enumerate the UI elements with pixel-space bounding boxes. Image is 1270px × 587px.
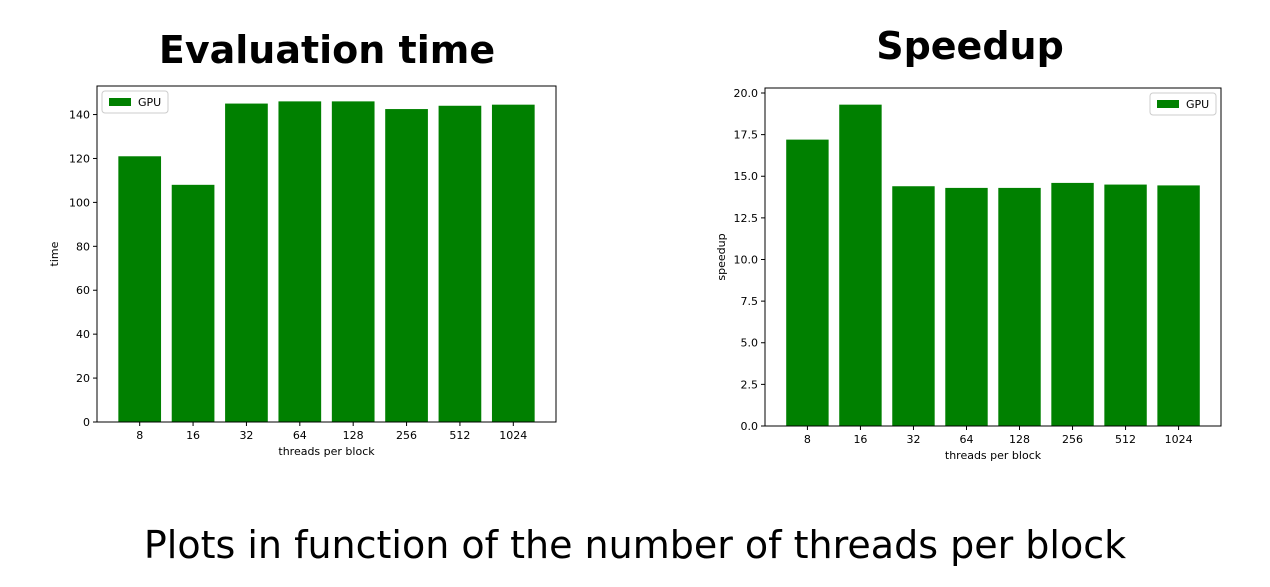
y-tick-label-speedup-3: 7.5: [741, 295, 759, 308]
bar-time-32: [225, 103, 268, 422]
legend-swatch-time: [109, 98, 131, 106]
y-tick-label-time-0: 0: [83, 416, 90, 429]
x-tick-label-time-64: 64: [293, 429, 307, 442]
x-tick-label-time-1024: 1024: [499, 429, 527, 442]
y-tick-label-speedup-6: 15.0: [734, 170, 759, 183]
y-tick-label-time-7: 140: [69, 109, 90, 122]
y-axis-label-speedup: speedup: [715, 233, 728, 280]
x-tick-label-speedup-512: 512: [1115, 433, 1136, 446]
y-tick-label-speedup-1: 2.5: [741, 378, 759, 391]
bar-time-1024: [491, 104, 535, 423]
x-tick-label-time-512: 512: [449, 429, 470, 442]
y-tick-label-time-1: 20: [76, 372, 90, 385]
y-tick-label-speedup-5: 12.5: [734, 212, 759, 225]
bar-time-256: [385, 109, 428, 422]
y-tick-label-time-5: 100: [69, 196, 90, 209]
chart-title-speedup: Speedup: [876, 24, 1064, 68]
bar-speedup-16: [839, 104, 882, 427]
y-tick-label-speedup-4: 10.0: [734, 253, 759, 266]
axes-frame-speedup: [764, 87, 1222, 427]
bar-time-16: [171, 184, 215, 422]
x-tick-label-speedup-256: 256: [1062, 433, 1083, 446]
x-tick-label-speedup-16: 16: [853, 433, 867, 446]
x-tick-label-speedup-8: 8: [804, 433, 811, 446]
y-tick-label-time-3: 60: [76, 284, 90, 297]
bar-time-512: [438, 105, 482, 422]
bar-speedup-32: [892, 186, 935, 426]
bar-speedup-128: [998, 187, 1041, 426]
y-tick-label-time-2: 40: [76, 328, 90, 341]
x-axis-label-time: threads per block: [278, 445, 375, 458]
bar-time-8: [118, 156, 162, 422]
legend-label-speedup: GPU: [1186, 98, 1209, 111]
legend-box-time: [101, 90, 169, 114]
y-tick-label-speedup-7: 17.5: [734, 129, 759, 142]
x-tick-label-time-128: 128: [343, 429, 364, 442]
bar-speedup-64: [945, 187, 988, 426]
y-axis-label-time: time: [48, 241, 61, 266]
x-tick-label-speedup-32: 32: [906, 433, 920, 446]
y-tick-label-speedup-0: 0.0: [741, 420, 759, 433]
x-tick-label-speedup-1024: 1024: [1165, 433, 1193, 446]
legend-label-time: GPU: [138, 96, 161, 109]
legend-swatch-speedup: [1157, 100, 1179, 108]
x-tick-label-speedup-64: 64: [959, 433, 973, 446]
figure-caption: Plots in function of the number of threa…: [143, 523, 1127, 567]
legend-box-speedup: [1149, 92, 1217, 116]
x-axis-label-speedup: threads per block: [945, 449, 1042, 462]
x-tick-label-time-16: 16: [186, 429, 200, 442]
y-tick-label-time-6: 120: [69, 152, 90, 165]
bar-speedup-1024: [1157, 185, 1200, 426]
x-tick-label-time-32: 32: [239, 429, 253, 442]
bar-time-128: [331, 101, 375, 422]
y-tick-label-speedup-2: 5.0: [741, 337, 759, 350]
y-tick-label-time-4: 80: [76, 240, 90, 253]
bar-speedup-256: [1051, 182, 1094, 426]
x-tick-label-time-256: 256: [396, 429, 417, 442]
bar-speedup-8: [786, 139, 829, 426]
bar-speedup-512: [1104, 184, 1147, 426]
axes-frame-time: [96, 85, 557, 423]
bar-time-64: [278, 101, 322, 422]
x-tick-label-speedup-128: 128: [1009, 433, 1030, 446]
chart-title-evaluation-time: Evaluation time: [158, 28, 496, 72]
y-tick-label-speedup-8: 20.0: [734, 87, 759, 100]
x-tick-label-time-8: 8: [136, 429, 143, 442]
